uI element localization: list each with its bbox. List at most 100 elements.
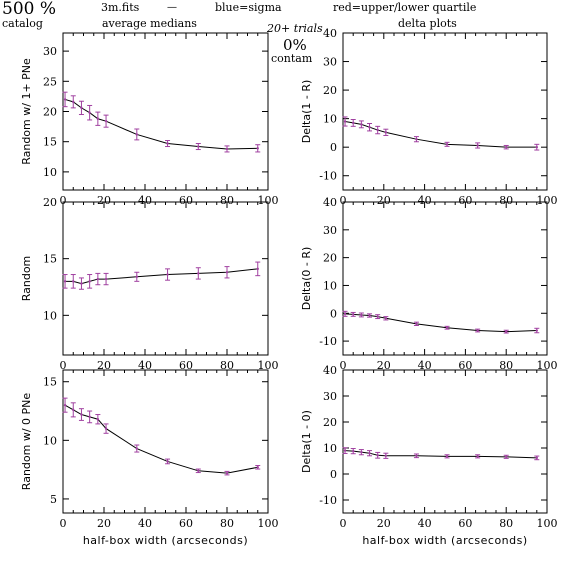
p1-data-point (104, 119, 108, 123)
p2-ytick-label: 30 (323, 56, 337, 69)
p2-ytick-label: 20 (323, 84, 337, 97)
p5-xtick-label: 80 (220, 517, 234, 530)
p5-frame (62, 369, 269, 514)
p3-data-point (72, 280, 75, 283)
p5-ytick-label: 10 (43, 434, 57, 447)
p5-data-point (63, 403, 67, 407)
header-trials: 20+ trials (266, 22, 323, 35)
p3-ylabel: Random (20, 256, 33, 302)
p2-data-point (368, 126, 371, 129)
header-contam-label: contam (271, 52, 313, 65)
p5-data-point (166, 460, 169, 463)
p3-data-point (197, 272, 200, 275)
p6-data-point (343, 449, 347, 452)
p2-data-point (352, 121, 355, 125)
p3-series-line (65, 268, 258, 285)
p6-ytick-label: 10 (323, 442, 337, 455)
p4-ytick-label: 30 (323, 224, 337, 237)
p3-ytick-label: 10 (43, 309, 57, 322)
p5-xlabel: half-box width (arcseconds) (83, 534, 248, 547)
p4-data-point (343, 312, 347, 316)
p5-data-point (96, 418, 100, 421)
p2-xtick-label: 20 (377, 194, 391, 207)
p6-ytick-label: 40 (323, 364, 337, 377)
p2-data-point (343, 120, 347, 123)
p4-data-point (384, 317, 388, 320)
p2-series-line (344, 120, 537, 148)
p4-ytick-label: 0 (330, 307, 337, 320)
p3-xtick-label: 100 (258, 359, 279, 372)
p1-data-point (256, 147, 259, 150)
p3-data-point (135, 275, 138, 278)
p5-data-point (197, 469, 200, 473)
p4-ytick-label: -10 (319, 335, 337, 348)
p4-xtick-label: 60 (458, 359, 472, 372)
p1-xtick-label: 80 (220, 194, 234, 207)
p4-data-point (376, 315, 379, 318)
p6-xlabel: half-box width (arcseconds) (362, 534, 527, 547)
p1-frame (62, 32, 269, 191)
p4-ytick-label: 10 (323, 279, 337, 292)
p2-data-point (445, 143, 449, 146)
p1-data-point (135, 133, 138, 136)
p2-ylabel: Delta(1 - R) (300, 80, 313, 144)
p6-ytick-label: 0 (330, 468, 337, 481)
p6-ytick-label: 30 (323, 390, 337, 403)
p3-xtick-label: 0 (60, 359, 67, 372)
p5-data-point (225, 471, 229, 475)
p3-frame (62, 201, 269, 356)
p4-xtick-label: 0 (340, 359, 347, 372)
p1-data-point (166, 142, 169, 145)
p4-data-point (352, 313, 355, 316)
p1-data-point (72, 100, 75, 104)
p6-xtick-label: 80 (499, 517, 513, 530)
p2-data-point (376, 128, 379, 132)
p3-data-point (96, 277, 100, 281)
p5-data-point (104, 427, 108, 430)
p4-xtick-label: 80 (499, 359, 513, 372)
p5-data-point (72, 408, 75, 412)
p1-ytick-label: 20 (43, 106, 57, 119)
p6-ylabel: Delta(1 - 0) (300, 410, 313, 473)
p3-xtick-label: 60 (179, 359, 193, 372)
p6-xtick-label: 60 (458, 517, 472, 530)
p5-ylabel: Random w/ 0 PNe (20, 393, 33, 491)
p6-data-point (384, 454, 388, 457)
p6-series-line (345, 450, 537, 459)
p6-ytick-label: -10 (319, 494, 337, 507)
p5-data-point (135, 447, 138, 450)
p1-data-point (63, 98, 67, 101)
p6-data-point (352, 449, 355, 453)
p5-xtick-label: 20 (97, 517, 111, 530)
p6-frame (342, 369, 548, 514)
p2-xtick-label: 0 (340, 194, 347, 207)
p6-xtick-label: 40 (418, 517, 432, 530)
p2-xtick-label: 80 (499, 194, 513, 207)
header-big-label: 500 % (2, 0, 56, 19)
p4-ytick-label: 40 (323, 196, 337, 209)
p6-data-point (415, 454, 418, 457)
p4-xtick-label: 20 (377, 359, 391, 372)
p1-series-line (64, 98, 258, 150)
p5-series-line (64, 404, 258, 474)
p6-data-point (476, 455, 479, 458)
p3-data-point (256, 267, 259, 271)
p4-data-point (535, 329, 538, 332)
p6-data-point (445, 455, 449, 458)
p6-xtick-label: 0 (340, 517, 347, 530)
p1-xtick-label: 100 (258, 194, 279, 207)
p1-ylabel: Random w/ 1+ PNe (20, 58, 33, 165)
header-subtitle-left: average medians (102, 17, 197, 30)
p1-data-point (96, 117, 100, 120)
p4-data-point (476, 329, 479, 332)
p3-ytick-label: 15 (43, 253, 57, 266)
p4-xtick-label: 100 (537, 359, 558, 372)
p2-data-point (476, 144, 479, 147)
header-catalog-label: catalog (2, 17, 43, 30)
p6-data-point (505, 455, 508, 459)
header-file-label: 3m.fits (101, 1, 140, 14)
p1-data-point (225, 147, 229, 151)
p6-data-point (376, 454, 379, 457)
p1-xtick-label: 0 (60, 194, 67, 207)
